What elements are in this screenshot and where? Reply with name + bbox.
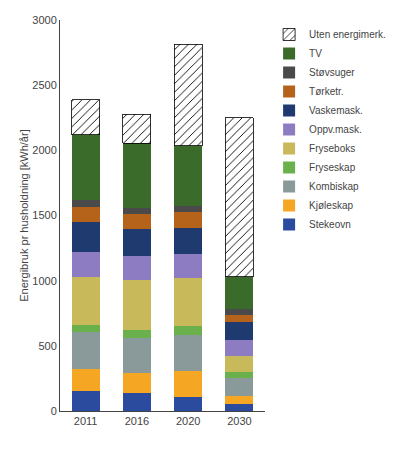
- svg-text:0: 0: [51, 405, 57, 417]
- svg-text:Kombiskap: Kombiskap: [309, 181, 359, 192]
- svg-text:Fryseboks: Fryseboks: [309, 143, 355, 154]
- svg-text:Uten energimerk.: Uten energimerk.: [309, 29, 386, 40]
- svg-text:Tørketr.: Tørketr.: [309, 86, 343, 97]
- svg-text:Energibruk pr husholdning [kWh: Energibruk pr husholdning [kWh/år]: [18, 129, 30, 301]
- svg-text:2500: 2500: [32, 79, 56, 91]
- svg-text:Støvsuger: Støvsuger: [309, 67, 355, 78]
- svg-text:500: 500: [38, 340, 56, 352]
- svg-text:Fryseskap: Fryseskap: [309, 162, 356, 173]
- svg-text:2030: 2030: [227, 415, 251, 427]
- svg-text:Stekeovn: Stekeovn: [309, 219, 351, 230]
- svg-text:2000: 2000: [32, 144, 56, 156]
- svg-text:2020: 2020: [176, 415, 200, 427]
- svg-text:2016: 2016: [125, 415, 149, 427]
- svg-text:Oppv.mask.: Oppv.mask.: [309, 124, 362, 135]
- svg-text:1500: 1500: [32, 209, 56, 221]
- svg-text:Kjøleskap: Kjøleskap: [309, 200, 353, 211]
- svg-text:TV: TV: [309, 48, 322, 59]
- svg-text:Vaskemask.: Vaskemask.: [309, 105, 363, 116]
- svg-text:1000: 1000: [32, 275, 56, 287]
- svg-text:3000: 3000: [32, 14, 56, 26]
- svg-text:2011: 2011: [74, 415, 98, 427]
